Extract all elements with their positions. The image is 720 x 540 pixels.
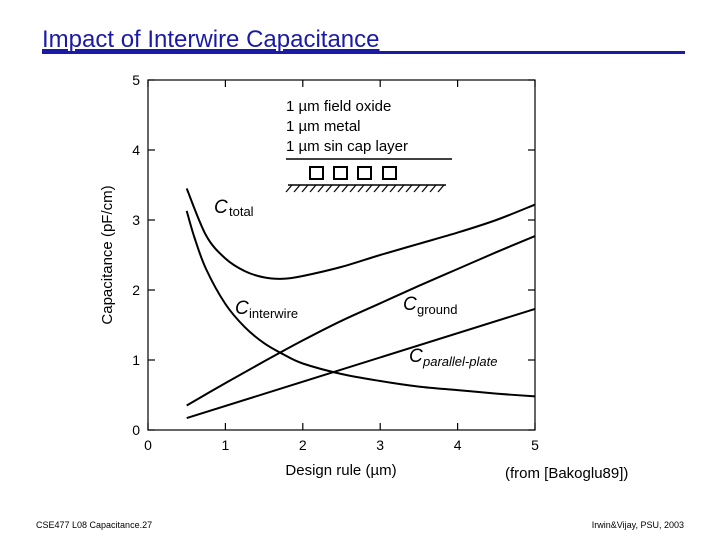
- x-tick-label: 3: [376, 437, 384, 453]
- x-tick-label: 4: [454, 437, 462, 453]
- series-line-c_interwire: [185, 210, 536, 398]
- x-tick-label: 0: [144, 437, 152, 453]
- y-tick-label: 4: [132, 142, 140, 158]
- hatch-mark: [421, 184, 429, 193]
- x-axis: 0 1 2 3 4 5: [144, 80, 539, 453]
- y-tick-label: 0: [132, 422, 140, 438]
- y-tick-label: 5: [132, 72, 140, 88]
- series-label-parallel-plate: C parallel-plate: [409, 346, 497, 369]
- series-line-c_parallel-plate: [186, 307, 536, 420]
- series-line-c_ground: [186, 235, 536, 407]
- hatch-mark: [381, 184, 389, 193]
- x-axis-label: Design rule (µm): [285, 462, 396, 479]
- ground-hatch: [285, 184, 445, 193]
- label-pp-sub: parallel-plate: [422, 354, 497, 369]
- title-underline: [42, 51, 685, 54]
- hatch-mark: [429, 184, 437, 193]
- hatch-mark: [301, 184, 309, 193]
- y-axis: 0 1 2 3 4 5: [132, 72, 535, 438]
- footer-slide-id: CSE477 L08 Capacitance.27: [36, 520, 153, 530]
- slide-title: Impact of Interwire Capacitance: [42, 26, 380, 53]
- hatch-mark: [405, 184, 413, 193]
- hatch-mark: [389, 184, 397, 193]
- plot-frame: [147, 79, 536, 431]
- hatch-mark: [341, 184, 349, 193]
- x-tick-label: 1: [222, 437, 230, 453]
- hatch-mark: [293, 184, 301, 193]
- hatch-mark: [333, 184, 341, 193]
- plot-area: [147, 79, 536, 431]
- hatch-mark: [349, 184, 357, 193]
- series-label-ground: C ground: [403, 294, 457, 317]
- hatch-mark: [325, 184, 333, 193]
- footer-credit: Irwin&Vijay, PSU, 2003: [591, 520, 684, 530]
- hatch-mark: [373, 184, 381, 193]
- series-label-interwire: C interwire: [235, 298, 298, 321]
- series-line-c_total: [185, 188, 536, 280]
- label-pp-c: C: [409, 346, 423, 367]
- wire-1: [309, 166, 324, 180]
- hatch-mark: [309, 184, 317, 193]
- structure-legend: 1 µm field oxide 1 µm metal 1 µm sin cap…: [285, 98, 452, 193]
- legend-line-3: 1 µm sin cap layer: [286, 138, 408, 155]
- source-citation: (from [Bakoglu89]): [505, 465, 629, 482]
- wire-2: [333, 166, 348, 180]
- hatch-mark: [437, 184, 445, 193]
- y-tick-label: 2: [132, 282, 140, 298]
- hatch-mark: [285, 184, 293, 193]
- x-tick-label: 5: [531, 437, 539, 453]
- label-ground-c: C: [403, 294, 417, 315]
- legend-line-1: 1 µm field oxide: [286, 98, 391, 115]
- label-interwire-sub: interwire: [249, 306, 298, 321]
- hatch-mark: [317, 184, 325, 193]
- hatch-mark: [413, 184, 421, 193]
- series-label-total: C total: [214, 197, 254, 219]
- x-tick-label: 2: [299, 437, 307, 453]
- hatch-mark: [365, 184, 373, 193]
- y-tick-label: 3: [132, 212, 140, 228]
- label-interwire-c: C: [235, 298, 249, 319]
- wire-4: [382, 166, 397, 180]
- hatch-mark: [397, 184, 405, 193]
- label-total-sub: total: [229, 204, 254, 219]
- legend-line-2: 1 µm metal: [286, 118, 361, 135]
- label-ground-sub: ground: [417, 302, 457, 317]
- label-total-c: C: [214, 197, 228, 218]
- hatch-mark: [357, 184, 365, 193]
- y-tick-label: 1: [132, 352, 140, 368]
- wire-3: [357, 166, 372, 180]
- y-axis-label: Capacitance (pF/cm): [99, 185, 116, 324]
- series-lines: [185, 188, 536, 420]
